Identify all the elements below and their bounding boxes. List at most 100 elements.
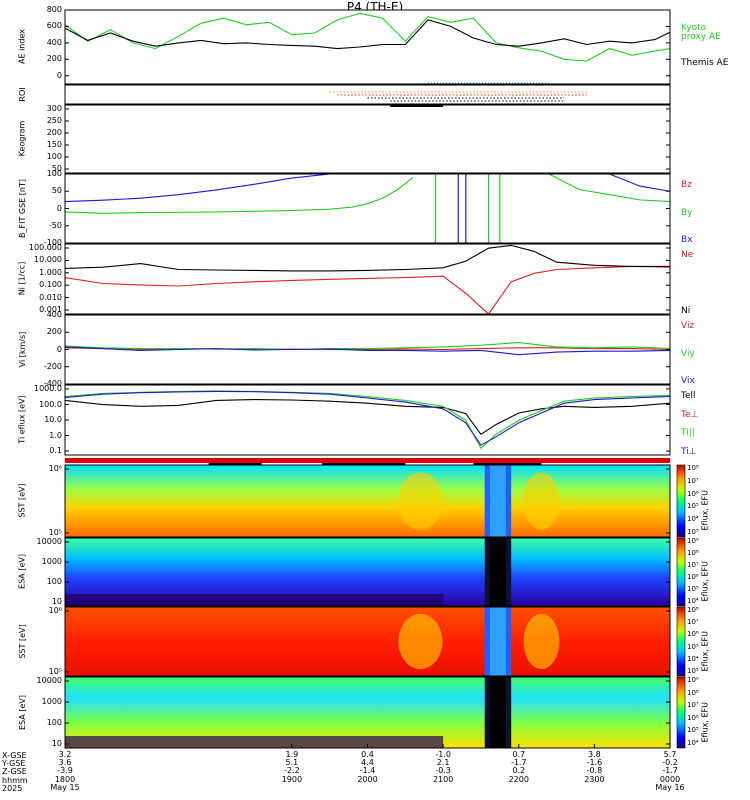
legend-themis-ae: Themis AE bbox=[681, 58, 729, 68]
y-axis-label-10: ESA [eV] bbox=[17, 694, 27, 730]
y-tick-label-4-3: 0.100 bbox=[39, 280, 62, 290]
panel-frame-8 bbox=[64, 537, 671, 607]
x-row-label-2: Z-GSE bbox=[2, 767, 27, 777]
series-line-4-1-black bbox=[64, 244, 670, 272]
legend-kyoto: Kyoto bbox=[681, 23, 707, 33]
colorbar-tick-8-2: 10⁷ bbox=[687, 561, 699, 569]
y-tick-label-8-1: 1000 bbox=[41, 557, 62, 566]
y-axis-label-1: ROI bbox=[17, 86, 27, 102]
y-tick-label-3-2: 0 bbox=[56, 203, 62, 213]
mode-bar bbox=[65, 458, 670, 463]
legend-entry-5-1: Viy bbox=[681, 348, 695, 359]
x-tick-column-4: 0.7 -1.7 0.2 2200 bbox=[497, 750, 541, 784]
x-tick-value-4-3: 2200 bbox=[508, 774, 529, 784]
y-tick-label-4-0: 100.000 bbox=[28, 243, 62, 252]
series-line-4-0-red bbox=[64, 265, 671, 315]
x-row-label-4: 2025 bbox=[2, 783, 23, 793]
spectrogram-7 bbox=[65, 465, 670, 537]
legend-entry-6-2: Ti|| bbox=[681, 428, 695, 439]
y-tick-label-7-1: 10⁵ bbox=[48, 528, 62, 537]
y-axis-label-9: SST [eV] bbox=[17, 623, 27, 659]
y-tick-label-5-2: 0 bbox=[56, 344, 62, 354]
y-tick-label-8-2: 100 bbox=[46, 577, 62, 586]
y-tick-label-6-1: 100.0 bbox=[39, 399, 62, 409]
colorbar-tick-7-5: 10³ bbox=[687, 528, 699, 536]
x-tick-value-0-2: -3.9 bbox=[57, 766, 73, 776]
y-tick-label-3-0: 100 bbox=[46, 169, 62, 178]
colorbar-label-9: Eflux, EFU bbox=[700, 630, 710, 672]
esa-low-band-8 bbox=[65, 594, 444, 606]
colorbar-10 bbox=[676, 676, 686, 749]
y-axis-label-8: ESA [eV] bbox=[17, 554, 27, 589]
series-line-6-0-black bbox=[64, 399, 671, 436]
legend-entry-3-0: Bz bbox=[681, 180, 692, 190]
series-line-3-1-green bbox=[64, 176, 414, 214]
panel-frame-4 bbox=[64, 243, 671, 315]
y-tick-label-10-3: 10 bbox=[51, 739, 62, 748]
y-tick-label-5-4: -400 bbox=[43, 379, 62, 388]
y-tick-label-6-3: 1.0 bbox=[49, 430, 62, 440]
x-tick-value-1-1: 5.1 bbox=[285, 758, 299, 768]
y-tick-label-10-0: 10000 bbox=[36, 676, 62, 685]
x-tick-value-3-0: -1.0 bbox=[435, 750, 451, 759]
panel-frame-6 bbox=[64, 384, 671, 456]
legend-proxy-ae: proxy AE bbox=[681, 32, 721, 42]
y-tick-label-6-0: 1000.0 bbox=[34, 384, 62, 393]
x-tick-value-4-0: 0.7 bbox=[512, 750, 526, 759]
x-tick-column-0: 3.2 3.6 -3.9 1800 May 15 bbox=[43, 750, 87, 792]
legend-entry-5-2: Vix bbox=[681, 376, 695, 386]
y-tick-label-6-4: 0.1 bbox=[49, 446, 62, 455]
esa-low-band-10 bbox=[65, 736, 444, 748]
y-tick-label-0-2: 400 bbox=[46, 37, 62, 47]
x-tick-value-6-0: 5.7 bbox=[663, 750, 677, 759]
sst-blob-right-7 bbox=[523, 472, 560, 530]
series-line-0-0-green bbox=[64, 12, 671, 62]
ae-bg bbox=[65, 10, 670, 84]
x-tick-value-2-0: 0.4 bbox=[361, 750, 374, 759]
colorbar-tick-9-4: 10⁴ bbox=[687, 654, 699, 663]
y-tick-label-9-0: 10⁶ bbox=[48, 606, 62, 615]
colorbar-tick-7-3: 10⁵ bbox=[687, 502, 699, 511]
panel-frame-9 bbox=[64, 606, 671, 677]
x-tick-value-0-4: May 15 bbox=[50, 782, 80, 792]
x-tick-value-3-3: 2100 bbox=[432, 774, 454, 784]
colorbar-label-7: Eflux, EFU bbox=[700, 490, 710, 531]
y-tick-label-2-3: 150 bbox=[46, 140, 62, 149]
colorbar-label-8: Eflux, EFU bbox=[700, 561, 710, 602]
x-tick-column-6: 5.7 -0.2 -1.7 0000 May 16 bbox=[648, 750, 692, 792]
colorbar-tick-8-1: 10⁸ bbox=[687, 549, 699, 557]
colorbar-tick-9-5: 10³ bbox=[687, 667, 699, 675]
series-line-5-1-green bbox=[64, 342, 671, 351]
colorbar-tick-10-0: 10⁹ bbox=[687, 676, 699, 684]
x-tick-value-5-3: 2300 bbox=[584, 774, 605, 784]
colorbar-tick-10-4: 10⁵ bbox=[687, 726, 699, 735]
colorbar-tick-9-1: 10⁷ bbox=[687, 618, 699, 627]
y-tick-label-8-3: 10 bbox=[51, 597, 62, 606]
x-tick-value-4-2: 0.2 bbox=[512, 766, 526, 776]
x-tick-value-6-2: -1.7 bbox=[662, 766, 678, 776]
y-tick-label-8-0: 10000 bbox=[36, 537, 62, 546]
x-tick-column-5: 3.8 -1.6 -0.8 2300 bbox=[572, 750, 616, 784]
sst-blob-left-9 bbox=[398, 613, 443, 670]
x-tick-value-2-3: 2000 bbox=[357, 774, 378, 784]
y-tick-label-4-2: 1.000 bbox=[39, 267, 62, 277]
x-tick-value-2-1: 4.4 bbox=[361, 758, 374, 768]
lobe-core-10 bbox=[490, 677, 506, 748]
spectrogram-9 bbox=[65, 607, 670, 676]
x-tick-column-3: -1.0 2.1 -0.3 2100 bbox=[421, 750, 465, 784]
y-axis-label-7: SST [eV] bbox=[17, 483, 27, 518]
x-tick-value-3-1: 2.1 bbox=[436, 758, 450, 768]
y-tick-label-3-3: -50 bbox=[48, 220, 62, 230]
colorbar-tick-7-1: 10⁷ bbox=[687, 476, 699, 485]
y-tick-label-4-4: 0.010 bbox=[39, 292, 62, 302]
colorbar-tick-9-3: 10⁵ bbox=[687, 642, 699, 651]
by-late bbox=[548, 173, 671, 203]
x-tick-value-2-2: -1.4 bbox=[359, 766, 376, 776]
y-tick-label-0-3: 200 bbox=[46, 54, 62, 64]
legend-entry-5-0: Viz bbox=[681, 321, 695, 331]
y-tick-label-9-1: 10⁵ bbox=[48, 667, 62, 676]
y-tick-label-3-1: 50 bbox=[51, 186, 62, 196]
y-tick-label-7-0: 10⁶ bbox=[48, 464, 62, 473]
colorbar-tick-8-4: 10⁵ bbox=[687, 585, 699, 593]
panel-frame-1 bbox=[64, 84, 671, 105]
